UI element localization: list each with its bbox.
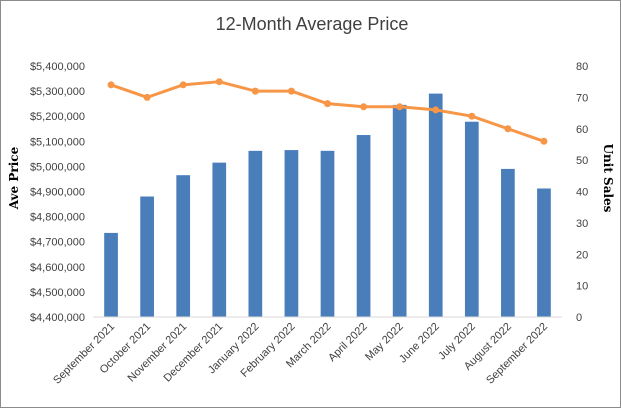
bar [537, 188, 551, 317]
unit-sales-point [143, 93, 151, 101]
y2-tick-label: 20 [576, 249, 588, 261]
y2-tick-label: 0 [576, 312, 582, 324]
y2-tick-label: 80 [576, 61, 588, 73]
unit-sales-point [215, 78, 223, 86]
y-tick-label: $5,400,000 [30, 61, 85, 73]
bar [284, 150, 299, 317]
chart-title: 12-Month Average Price [216, 14, 409, 34]
unit-sales-point [179, 81, 187, 89]
y-tick-label: $4,400,000 [30, 312, 85, 324]
unit-sales-point [432, 106, 440, 114]
y-tick-label: $5,200,000 [30, 111, 85, 123]
y2-tick-label: 70 [576, 92, 588, 104]
bar [320, 150, 335, 317]
bar [176, 175, 191, 317]
y-axis-ticks: $4,400,000 $4,500,000 $4,600,000 $4,700,000… [30, 61, 85, 324]
unit-sales-line [110, 80, 545, 143]
unit-sales-point [324, 100, 331, 108]
y2-axis-title: Unit Sales [601, 144, 615, 213]
bar [464, 121, 479, 317]
bar [392, 104, 407, 317]
y2-tick-label: 10 [576, 281, 588, 293]
unit-sales-point [504, 125, 512, 133]
y-tick-label: $4,600,000 [30, 262, 85, 274]
y-tick-label: $4,700,000 [30, 237, 85, 249]
unit-sales-point [396, 103, 404, 111]
bar-series [104, 93, 551, 317]
bar [428, 93, 443, 317]
line-series [107, 78, 548, 145]
x-tick-label: September 2022 [484, 321, 550, 387]
y2-axis-ticks: 0 10 20 30 40 50 60 70 80 [576, 61, 588, 324]
y2-tick-label: 60 [576, 124, 588, 136]
bar [248, 150, 263, 317]
y-tick-label: $5,100,000 [30, 136, 85, 148]
y-tick-label: $4,500,000 [30, 287, 85, 299]
unit-sales-point [251, 87, 259, 95]
y-axis-title: Ave Price [7, 146, 21, 210]
bar [212, 162, 227, 317]
bar [140, 196, 154, 317]
y-tick-label: $4,900,000 [30, 187, 85, 199]
y-tick-label: $5,300,000 [30, 86, 85, 98]
unit-sales-point [540, 137, 548, 145]
y-tick-label: $4,800,000 [30, 212, 85, 224]
unit-sales-point [287, 87, 295, 95]
bar [356, 135, 371, 317]
unit-sales-point [360, 103, 368, 111]
unit-sales-point [107, 81, 115, 89]
x-tick-label: April 2022 [326, 321, 370, 365]
y2-tick-label: 30 [576, 218, 588, 230]
y2-tick-label: 40 [576, 187, 588, 199]
unit-sales-point [468, 112, 476, 120]
bar [501, 168, 515, 317]
bar [104, 232, 118, 317]
y2-tick-label: 50 [576, 155, 588, 167]
y-tick-label: $5,000,000 [30, 161, 85, 173]
x-tick-label: September 2021 [51, 321, 117, 387]
